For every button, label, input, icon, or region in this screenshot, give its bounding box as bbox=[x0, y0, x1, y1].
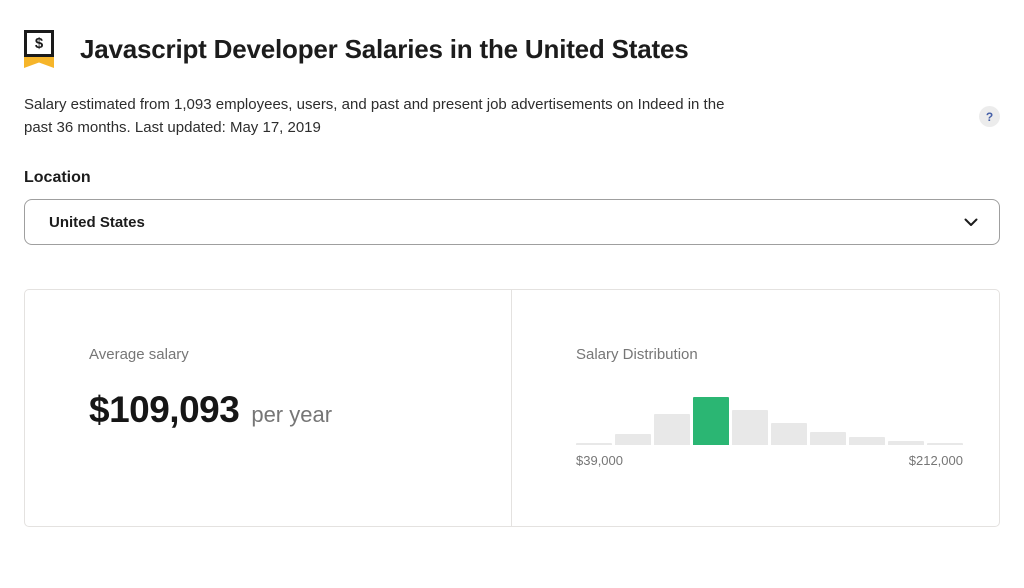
average-salary-value: $109,093 bbox=[89, 389, 240, 430]
histogram-bar[interactable] bbox=[927, 443, 963, 445]
dollar-sign-icon: $ bbox=[24, 30, 54, 57]
chevron-down-icon bbox=[964, 218, 978, 226]
salary-page: $ Javascript Developer Salaries in the U… bbox=[24, 30, 1000, 527]
histogram-axis: $39,000 $212,000 bbox=[576, 453, 963, 468]
salary-distribution-panel: Salary Distribution $39,000 $212,000 bbox=[512, 290, 999, 526]
histogram-bar[interactable] bbox=[576, 443, 612, 445]
average-salary-label: Average salary bbox=[89, 346, 189, 363]
salary-badge-icon: $ bbox=[24, 30, 54, 68]
help-icon[interactable]: ? bbox=[979, 106, 1000, 127]
description-row: Salary estimated from 1,093 employees, u… bbox=[24, 94, 1000, 139]
average-salary-period: per year bbox=[251, 402, 333, 427]
salary-estimate-description: Salary estimated from 1,093 employees, u… bbox=[24, 96, 725, 136]
salary-summary-card: Average salary $109,093 per year Salary … bbox=[24, 289, 1000, 527]
histogram-bar[interactable] bbox=[888, 441, 924, 445]
average-salary-panel: Average salary $109,093 per year bbox=[25, 290, 512, 526]
page-title: Javascript Developer Salaries in the Uni… bbox=[80, 33, 689, 64]
histogram-bar[interactable] bbox=[615, 434, 651, 445]
salary-distribution-label: Salary Distribution bbox=[576, 346, 698, 363]
page-header: $ Javascript Developer Salaries in the U… bbox=[24, 30, 1000, 68]
location-label: Location bbox=[24, 169, 91, 186]
axis-max-label: $212,000 bbox=[908, 453, 963, 468]
histogram-bar[interactable] bbox=[771, 423, 807, 445]
histogram-bars bbox=[576, 397, 963, 445]
histogram-bar[interactable] bbox=[849, 437, 885, 445]
histogram-bar[interactable] bbox=[810, 432, 846, 445]
salary-histogram: $39,000 $212,000 bbox=[576, 397, 963, 468]
average-salary-value-row: $109,093 per year bbox=[89, 389, 475, 431]
histogram-bar[interactable] bbox=[654, 414, 690, 445]
location-selected-value: United States bbox=[49, 213, 145, 231]
ribbon-icon bbox=[24, 57, 54, 68]
axis-min-label: $39,000 bbox=[576, 453, 623, 468]
histogram-bar[interactable] bbox=[732, 410, 768, 445]
histogram-bar-highlighted[interactable] bbox=[693, 397, 729, 445]
location-select[interactable]: United States bbox=[24, 199, 1000, 245]
